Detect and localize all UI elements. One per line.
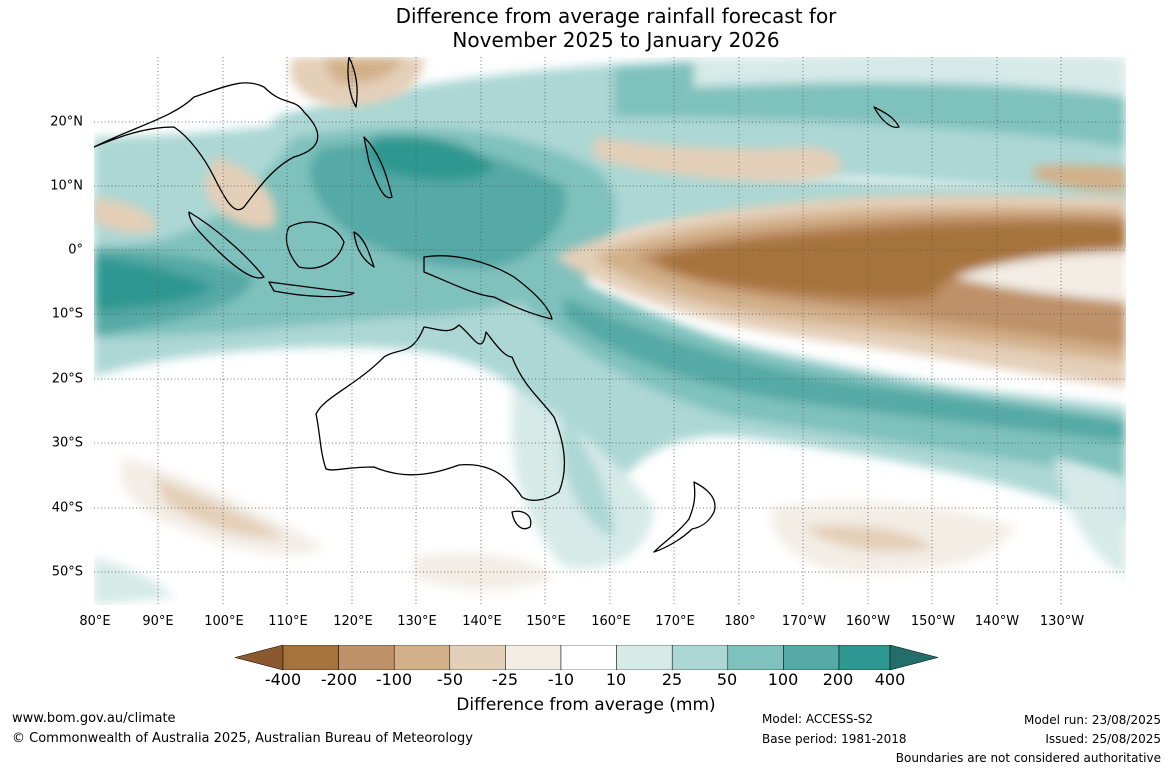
colorbar-segment <box>393 645 451 670</box>
lat-label: 20°S <box>51 371 83 387</box>
colorbar-tick-label: -25 <box>491 670 519 689</box>
colorbar-tick-label: 50 <box>716 670 738 689</box>
colorbar-tick-label: 400 <box>874 670 906 689</box>
lat-label: 50°S <box>51 564 83 580</box>
colorbar-segment <box>838 645 891 670</box>
colorbar <box>235 645 938 670</box>
lat-label: 40°S <box>51 500 83 516</box>
japan-outline <box>347 57 358 108</box>
lon-label: 160°E <box>591 614 631 629</box>
colorbar-tick-label: 25 <box>661 670 683 689</box>
title-line-2: November 2025 to January 2026 <box>452 28 780 52</box>
colorbar-tick-label: 100 <box>767 670 799 689</box>
colorbar-segment <box>889 645 938 670</box>
colorbar-tick-label: 200 <box>822 670 854 689</box>
gridlines <box>94 57 1126 605</box>
footer-model: Model: ACCESS-S2 <box>762 712 874 726</box>
colorbar-tick-label: -10 <box>547 670 575 689</box>
new-zealand-outline <box>653 481 716 553</box>
title-line-1: Difference from average rainfall forecas… <box>395 4 837 28</box>
colorbar-segment <box>560 645 617 670</box>
borneo-outline <box>285 221 345 269</box>
colorbar-tick-label: 10 <box>605 670 627 689</box>
hawaii-outline <box>873 106 900 128</box>
footer-model-run: Model run: 23/08/2025 <box>1023 713 1161 727</box>
lat-label: 0° <box>68 242 83 258</box>
lat-label: 10°S <box>51 306 83 322</box>
footer-copyright: © Commonwealth of Australia 2025, Austra… <box>12 731 473 746</box>
colorbar-tick-label: -50 <box>436 670 464 689</box>
asia-mainland-outline <box>94 82 319 211</box>
footer-base-period: Base period: 1981-2018 <box>762 732 907 746</box>
lon-label: 140°E <box>462 614 502 629</box>
lon-label: 130°W <box>1039 614 1085 629</box>
colorbar-tick-label: -100 <box>375 670 413 689</box>
colorbar-segment <box>783 645 840 670</box>
lon-label: 170°W <box>781 614 827 629</box>
colorbar-segment <box>338 645 395 670</box>
sumatra-outline <box>188 211 265 279</box>
colorbar-segment <box>449 645 506 670</box>
colorbar-segment <box>616 645 673 670</box>
map-title: Difference from average rainfall forecas… <box>0 4 1173 52</box>
rainfall-shading <box>94 57 1126 605</box>
lon-label: 180° <box>724 614 756 629</box>
colorbar-segment <box>235 645 284 670</box>
lon-label: 140°W <box>974 614 1020 629</box>
lon-label: 150°E <box>526 614 566 629</box>
lon-label: 80°E <box>79 614 111 629</box>
lat-label: 20°N <box>50 114 83 130</box>
lon-label: 90°E <box>142 614 174 629</box>
colorbar-segment <box>505 645 562 670</box>
lon-label: 130°E <box>397 614 437 629</box>
java-outline <box>268 281 355 298</box>
coastlines <box>94 57 900 553</box>
colorbar-segment <box>727 645 784 670</box>
lon-label: 110°E <box>268 614 308 629</box>
lon-label: 120°E <box>333 614 373 629</box>
colorbar-tick-label: -400 <box>264 670 302 689</box>
lon-label: 150°W <box>910 614 956 629</box>
new-guinea-outline <box>423 255 553 320</box>
lon-label: 170°E <box>655 614 695 629</box>
lon-label: 160°W <box>845 614 891 629</box>
colorbar-segment <box>282 645 339 670</box>
lon-label: 100°E <box>204 614 244 629</box>
footer-url: www.bom.gov.au/climate <box>12 711 176 726</box>
rainfall-anomaly-map <box>94 57 1126 605</box>
australia-outline <box>315 324 566 501</box>
colorbar-title: Difference from average (mm) <box>456 695 716 715</box>
tasmania-outline <box>511 510 532 530</box>
colorbar-tick-label: -200 <box>320 670 358 689</box>
lat-label: 30°S <box>51 435 83 451</box>
philippines-outline <box>363 136 393 199</box>
lat-label: 10°N <box>50 178 83 194</box>
colorbar-segment <box>671 645 729 670</box>
footer-disclaimer: Boundaries are not considered authoritat… <box>895 751 1161 765</box>
sulawesi-outline <box>353 231 375 268</box>
footer-issued: Issued: 25/08/2025 <box>1045 732 1161 746</box>
